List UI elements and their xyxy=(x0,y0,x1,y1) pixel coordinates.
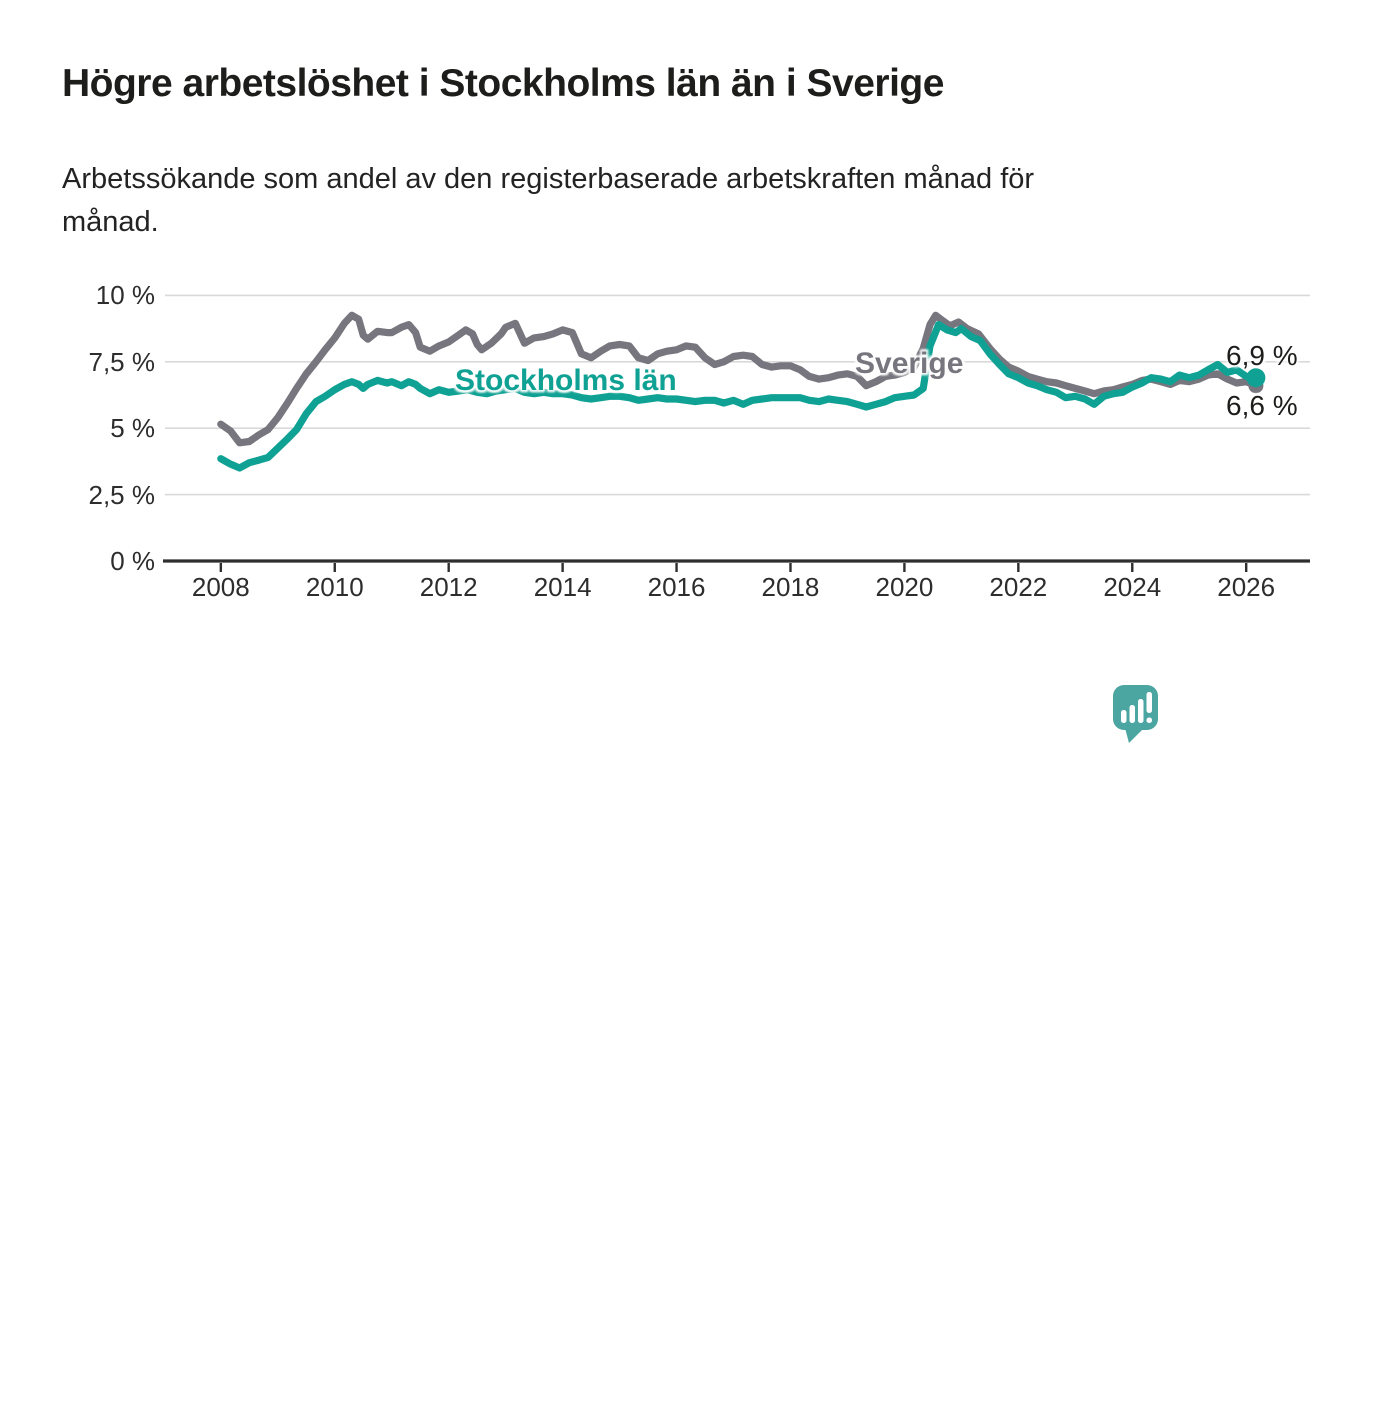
x-axis-tick-label: 2026 xyxy=(1217,572,1276,602)
x-axis-tick-label: 2018 xyxy=(761,572,820,602)
x-axis-tick-label: 2020 xyxy=(875,572,934,602)
chart-subtitle-line-2: månad. xyxy=(62,206,159,238)
series-end-dot-stockholms-l-n xyxy=(1246,368,1266,388)
y-axis-tick-label: 10 % xyxy=(95,280,155,311)
x-axis-tick-label: 2010 xyxy=(305,572,364,602)
y-axis-tick-label: 0 % xyxy=(110,546,155,576)
series-line-stockholms-l-n xyxy=(217,321,1260,472)
end-value-label-stockholms-lan: 6,9 % xyxy=(1226,340,1298,371)
x-axis-tick-label: 2012 xyxy=(419,572,478,602)
chart-subtitle-line-1: Arbetssökande som andel av den registerb… xyxy=(62,163,1035,195)
x-axis-tick-label: 2016 xyxy=(647,572,706,602)
y-axis-tick-label: 2,5 % xyxy=(88,479,156,510)
series-line-sverige xyxy=(217,311,1260,447)
page-title: Högre arbetslöshet i Stockholms län än i… xyxy=(62,62,944,105)
x-axis-tick-label: 2024 xyxy=(1103,572,1162,602)
y-axis-tick-label: 5 % xyxy=(110,413,155,444)
y-axis-tick-label: 7,5 % xyxy=(88,346,156,377)
bar-chart-speech-bubble-icon xyxy=(1113,685,1158,743)
x-axis-tick-label: 2022 xyxy=(989,572,1048,602)
end-value-label-sverige: 6,6 % xyxy=(1226,390,1298,421)
unemployment-line-chart xyxy=(163,294,1310,572)
series-label-stockholms-lan: Stockholms län xyxy=(455,364,677,397)
series-label-sverige: Sverige xyxy=(855,347,964,380)
x-axis-tick-label: 2008 xyxy=(191,572,250,602)
x-axis-tick-label: 2014 xyxy=(533,572,592,602)
newsworthy-logo: Newsworthy xyxy=(1112,684,1372,746)
